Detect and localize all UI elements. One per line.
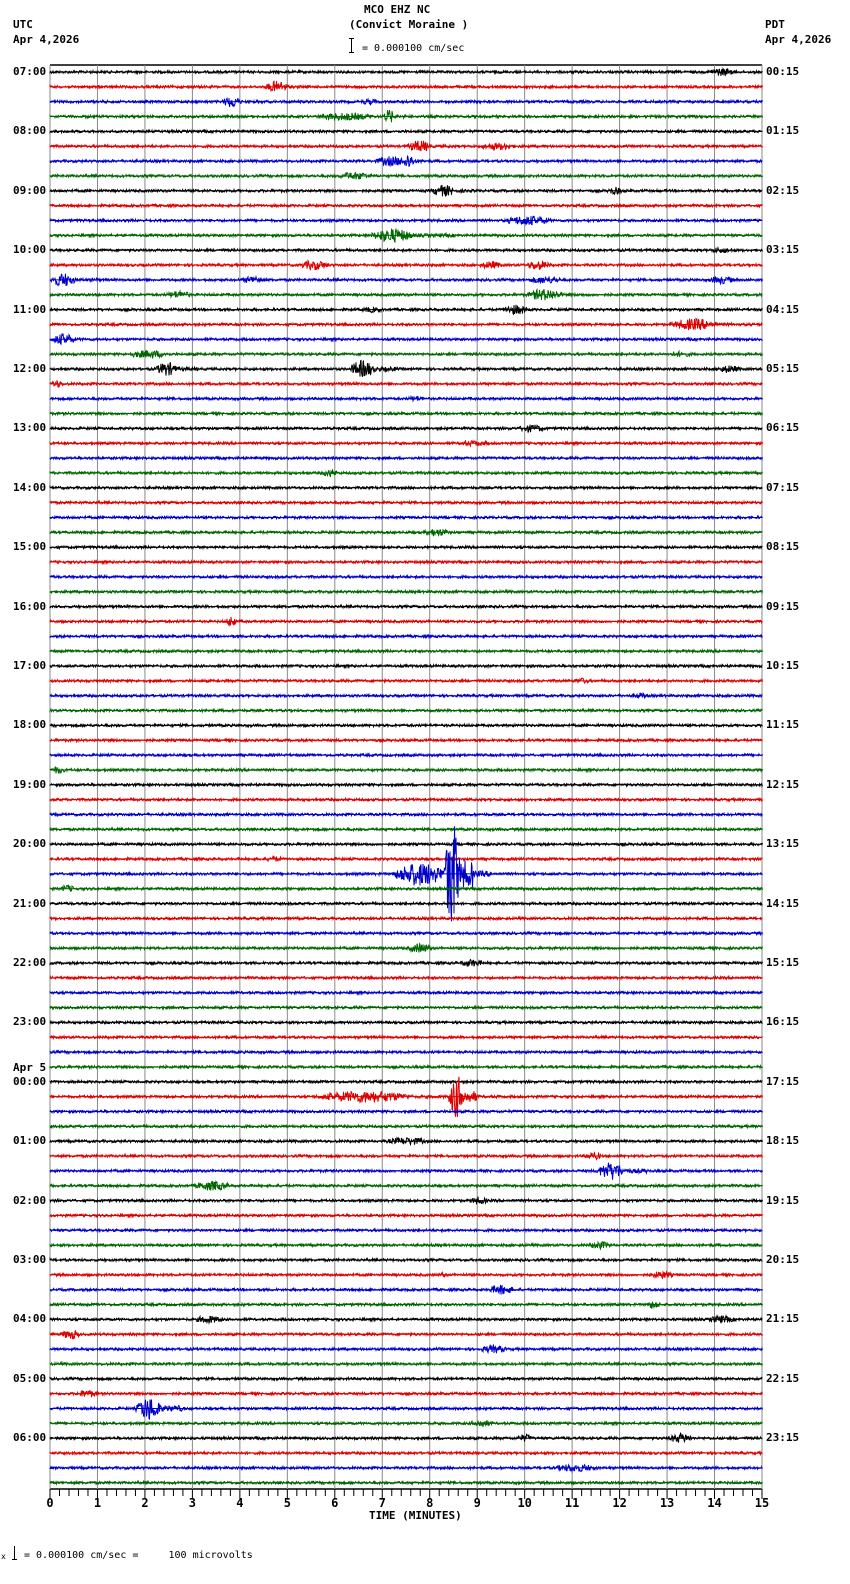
utc-hour-label: 01:00 bbox=[13, 1134, 47, 1148]
utc-hour-label: 09:00 bbox=[13, 183, 47, 197]
trace-row-1 bbox=[49, 80, 763, 92]
svg-text:15: 15 bbox=[755, 1496, 769, 1510]
footer-prefix: x bbox=[1, 1552, 6, 1561]
station-title: MCO EHZ NC bbox=[364, 3, 431, 16]
trace-row-2 bbox=[49, 96, 763, 108]
pdt-hour-label: 08:15 bbox=[766, 540, 800, 554]
trace-row-60 bbox=[49, 958, 763, 967]
utc-hour-label: 22:00 bbox=[13, 956, 47, 969]
pdt-hour-label: 18:15 bbox=[766, 1134, 800, 1148]
x-axis-title: TIME (MINUTES) bbox=[369, 1509, 462, 1522]
utc-hour-label: 13:00 bbox=[13, 421, 47, 435]
svg-text:14: 14 bbox=[707, 1496, 721, 1510]
utc-hour-label: 00:00 bbox=[13, 1074, 47, 1088]
svg-text:4: 4 bbox=[236, 1496, 243, 1510]
svg-text:7: 7 bbox=[379, 1496, 386, 1510]
svg-text:1: 1 bbox=[94, 1496, 101, 1510]
utc-hour-label: 04:00 bbox=[13, 1312, 47, 1326]
utc-hour-label: 23:00 bbox=[13, 1015, 47, 1029]
utc-hour-label: 08:00 bbox=[13, 124, 47, 138]
svg-text:13: 13 bbox=[660, 1496, 674, 1510]
utc-hour-label: 18:00 bbox=[13, 718, 47, 732]
utc-hour-label: 03:00 bbox=[13, 1253, 47, 1266]
utc-hour-label: 21:00 bbox=[13, 896, 47, 910]
pdt-hour-label: 11:15 bbox=[766, 718, 800, 732]
right-timezone: PDT bbox=[765, 18, 785, 31]
scale-bar-cap-bottom bbox=[349, 52, 354, 53]
utc-hour-label: 12:00 bbox=[13, 362, 47, 375]
pdt-hour-label: 13:15 bbox=[766, 837, 800, 851]
utc-hour-label: 05:00 bbox=[13, 1371, 47, 1385]
svg-text:8: 8 bbox=[426, 1496, 433, 1510]
footer-scale-cap bbox=[12, 1559, 17, 1560]
utc-hour-label: 15:00 bbox=[13, 540, 47, 554]
svg-text:3: 3 bbox=[189, 1496, 196, 1510]
scale-bar-icon bbox=[351, 38, 352, 53]
svg-text:12: 12 bbox=[612, 1496, 626, 1510]
scale-text: = 0.000100 cm/sec bbox=[362, 43, 465, 54]
svg-text:2: 2 bbox=[141, 1496, 148, 1510]
utc-hour-label: 10:00 bbox=[13, 243, 47, 257]
pdt-hour-label: 07:15 bbox=[766, 480, 800, 494]
pdt-hour-label: 01:15 bbox=[766, 124, 800, 138]
pdt-hour-label: 17:15 bbox=[766, 1074, 800, 1088]
pdt-hour-label: 15:15 bbox=[766, 956, 800, 969]
utc-hour-label: 19:00 bbox=[13, 777, 47, 791]
trace-row-39 bbox=[49, 647, 763, 655]
pdt-hour-label: 04:15 bbox=[766, 302, 800, 316]
utc-hour-label: 11:00 bbox=[13, 302, 47, 316]
utc-hour-label: 20:00 bbox=[13, 837, 47, 851]
pdt-hour-label: 09:15 bbox=[766, 599, 800, 613]
trace-row-70 bbox=[49, 1108, 763, 1115]
utc-hour-label: 17:00 bbox=[13, 659, 47, 672]
pdt-hour-label: 22:15 bbox=[766, 1371, 800, 1385]
pdt-hour-label: 19:15 bbox=[766, 1193, 800, 1207]
trace-row-87 bbox=[49, 1360, 763, 1368]
svg-text:6: 6 bbox=[331, 1496, 338, 1510]
scale-bar-cap-top bbox=[349, 38, 354, 39]
trace-row-90 bbox=[49, 1399, 763, 1421]
trace-row-13 bbox=[49, 258, 763, 271]
pdt-hour-label: 06:15 bbox=[766, 421, 800, 435]
utc-hour-label: 14:00 bbox=[13, 480, 47, 494]
trace-row-83 bbox=[49, 1301, 763, 1309]
svg-text:0: 0 bbox=[46, 1496, 53, 1510]
utc-hour-label: 02:00 bbox=[13, 1193, 47, 1207]
pdt-hour-label: 05:15 bbox=[766, 362, 800, 375]
pdt-hour-label: 21:15 bbox=[766, 1312, 800, 1326]
utc-hour-label: 06:00 bbox=[13, 1431, 47, 1445]
pdt-hour-label: 14:15 bbox=[766, 896, 800, 910]
pdt-hour-label: 10:15 bbox=[766, 659, 800, 672]
pdt-hour-label: 23:15 bbox=[766, 1431, 800, 1445]
trace-row-85 bbox=[49, 1329, 763, 1341]
pdt-hour-label: 03:15 bbox=[766, 243, 800, 257]
right-date: Apr 4,2026 bbox=[765, 33, 832, 46]
svg-text:11: 11 bbox=[565, 1496, 579, 1510]
footer-scale-text: = 0.000100 cm/sec = 100 microvolts bbox=[24, 1550, 253, 1561]
svg-text:5: 5 bbox=[284, 1496, 291, 1510]
utc-hour-label: 16:00 bbox=[13, 599, 47, 613]
footer-scale-bar-icon bbox=[14, 1546, 15, 1560]
pdt-hour-label: 12:15 bbox=[766, 777, 800, 791]
trace-row-28 bbox=[49, 484, 763, 492]
left-timezone: UTC bbox=[13, 18, 33, 31]
pdt-hour-label: 20:15 bbox=[766, 1253, 800, 1266]
pdt-hour-label: 00:15 bbox=[766, 65, 800, 78]
pdt-hour-label: 02:15 bbox=[766, 183, 800, 197]
pdt-hour-label: 16:15 bbox=[766, 1015, 800, 1029]
date-change-label: Apr 5 bbox=[13, 1060, 47, 1074]
svg-text:10: 10 bbox=[517, 1496, 531, 1510]
svg-text:9: 9 bbox=[474, 1496, 481, 1510]
site-name: (Convict Moraine ) bbox=[349, 18, 469, 31]
left-date: Apr 4,2026 bbox=[13, 33, 80, 46]
utc-hour-label: 07:00 bbox=[13, 65, 47, 78]
